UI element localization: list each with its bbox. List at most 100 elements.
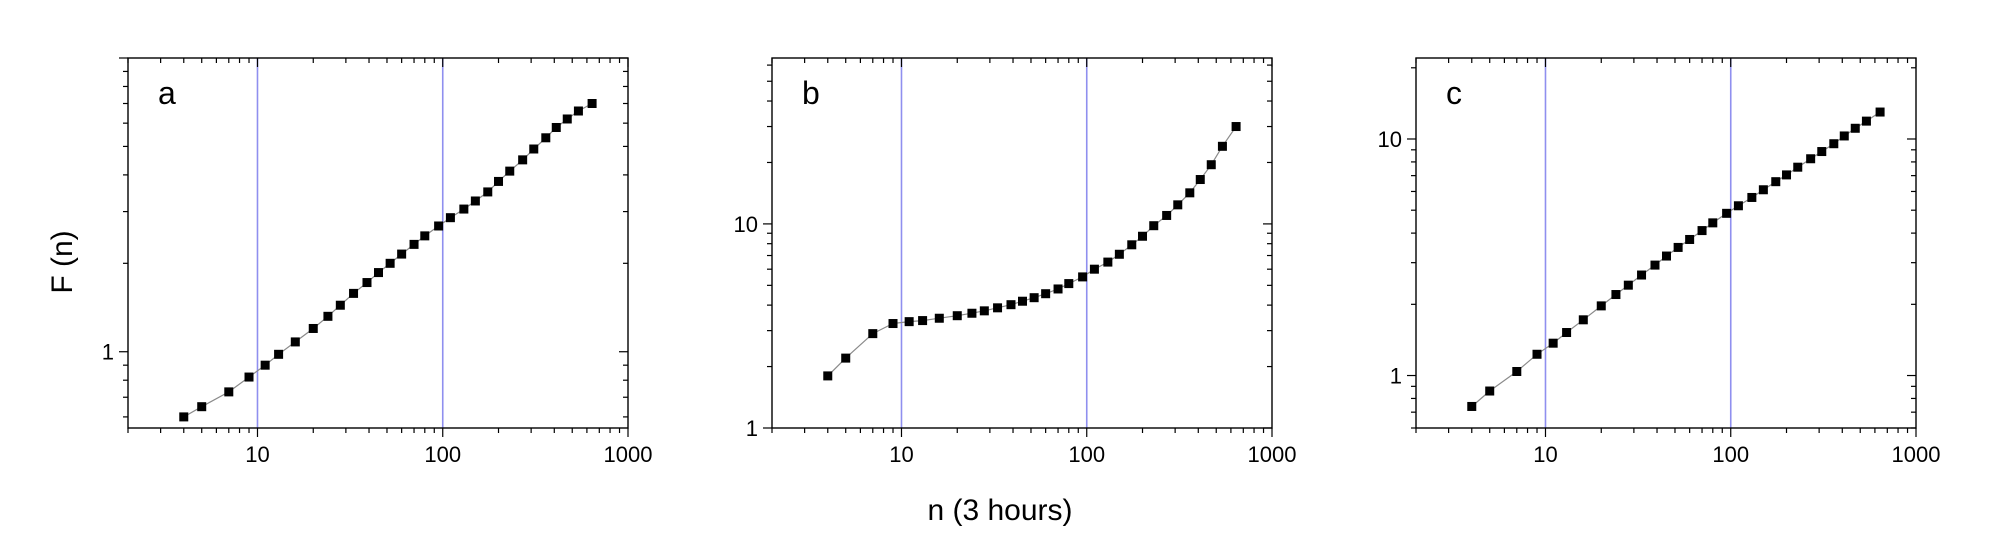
data-point-b-15 (1053, 284, 1063, 294)
data-point-b-26 (1185, 188, 1195, 198)
y-tick-label-b-10: 10 (734, 212, 758, 237)
data-point-b-25 (1173, 200, 1183, 210)
data-point-c-22 (1782, 170, 1792, 180)
data-point-a-28 (562, 114, 572, 124)
data-point-c-26 (1829, 139, 1839, 149)
panel-letter-b: b (802, 75, 820, 111)
data-point-b-2 (868, 329, 878, 339)
data-point-c-19 (1747, 192, 1757, 202)
data-point-a-4 (260, 360, 270, 370)
data-point-a-9 (335, 300, 345, 310)
data-point-c-15 (1697, 226, 1707, 236)
data-point-c-12 (1661, 251, 1671, 261)
data-point-b-19 (1103, 257, 1113, 267)
data-point-b-14 (1041, 289, 1051, 299)
data-point-c-6 (1578, 315, 1588, 325)
panel-letter-c: c (1446, 75, 1462, 111)
y-tick-label-c-10: 10 (1378, 127, 1402, 152)
data-point-c-5 (1562, 328, 1572, 338)
x-tick-label-a-10: 10 (245, 442, 269, 467)
data-point-b-7 (952, 311, 962, 321)
data-point-c-18 (1733, 201, 1743, 211)
data-point-c-29 (1861, 116, 1871, 126)
shared-y-axis-title: F (n) (46, 230, 79, 293)
data-point-b-17 (1078, 272, 1088, 282)
data-point-a-25 (529, 144, 539, 154)
data-point-c-24 (1806, 154, 1816, 164)
data-point-b-3 (888, 319, 898, 329)
data-point-c-30 (1875, 107, 1885, 117)
x-tick-label-b-100: 100 (1068, 442, 1105, 467)
data-point-b-8 (967, 308, 977, 318)
plot-frame-b (771, 57, 1273, 429)
data-point-a-20 (470, 196, 480, 206)
data-point-a-17 (434, 221, 444, 231)
data-point-c-25 (1817, 147, 1827, 157)
data-point-a-26 (541, 133, 551, 143)
data-point-b-28 (1206, 160, 1216, 170)
data-point-a-13 (385, 258, 395, 268)
data-point-b-22 (1138, 231, 1148, 241)
data-point-c-27 (1839, 131, 1849, 141)
data-point-a-18 (445, 213, 455, 223)
series-line-c (1471, 111, 1881, 407)
data-point-a-19 (459, 204, 469, 214)
data-point-c-10 (1637, 270, 1647, 280)
x-tick-label-b-10: 10 (889, 442, 913, 467)
plot-frame-a (127, 57, 629, 429)
data-point-c-17 (1722, 208, 1732, 218)
data-point-a-7 (308, 323, 318, 333)
data-point-a-24 (518, 155, 528, 165)
data-point-a-0 (179, 412, 189, 422)
y-tick-label-c-1: 1 (1390, 364, 1402, 389)
data-point-b-20 (1114, 249, 1124, 259)
data-point-a-16 (420, 231, 430, 241)
data-point-a-11 (362, 278, 372, 288)
x-tick-label-a-1000: 1000 (604, 442, 653, 467)
data-point-a-6 (290, 337, 300, 347)
data-point-b-9 (979, 306, 989, 316)
data-point-c-14 (1685, 234, 1695, 244)
data-point-b-24 (1162, 210, 1172, 220)
data-point-c-0 (1467, 401, 1477, 411)
data-point-c-23 (1793, 162, 1803, 172)
x-tick-label-b-1000: 1000 (1248, 442, 1297, 467)
data-point-a-10 (349, 288, 359, 298)
series-line-b (827, 126, 1237, 377)
x-tick-label-c-10: 10 (1533, 442, 1557, 467)
data-point-c-21 (1771, 177, 1781, 187)
data-point-c-7 (1596, 301, 1606, 311)
x-tick-label-c-100: 100 (1712, 442, 1749, 467)
panel-a: 10 100 1000 1 a (102, 57, 653, 467)
data-point-a-27 (551, 122, 561, 132)
data-point-a-1 (197, 402, 207, 412)
data-point-c-1 (1485, 386, 1495, 396)
data-point-b-16 (1064, 279, 1074, 289)
data-point-b-23 (1149, 221, 1159, 231)
data-point-c-16 (1708, 218, 1718, 228)
data-point-b-18 (1089, 264, 1099, 274)
data-point-c-28 (1850, 123, 1860, 133)
y-tick-label-a-1: 1 (102, 340, 114, 365)
shared-x-axis-title: n (3 hours) (927, 494, 1072, 527)
data-point-b-29 (1217, 141, 1227, 151)
data-point-b-21 (1127, 240, 1137, 250)
data-point-b-6 (934, 313, 944, 323)
data-point-a-14 (397, 249, 407, 259)
data-point-b-27 (1195, 175, 1205, 185)
data-point-b-11 (1006, 300, 1016, 310)
data-point-b-4 (904, 317, 914, 327)
data-point-a-5 (274, 349, 284, 359)
data-point-a-2 (224, 387, 234, 397)
x-tick-label-a-100: 100 (424, 442, 461, 467)
x-tick-label-c-1000: 1000 (1892, 442, 1941, 467)
data-point-c-2 (1512, 366, 1522, 376)
data-point-b-12 (1017, 296, 1027, 306)
plot-frame-c (1415, 57, 1917, 429)
data-point-a-29 (573, 106, 583, 116)
data-point-c-13 (1673, 242, 1683, 252)
data-point-c-8 (1611, 290, 1621, 300)
data-point-b-1 (841, 353, 851, 363)
data-point-a-12 (373, 268, 383, 278)
